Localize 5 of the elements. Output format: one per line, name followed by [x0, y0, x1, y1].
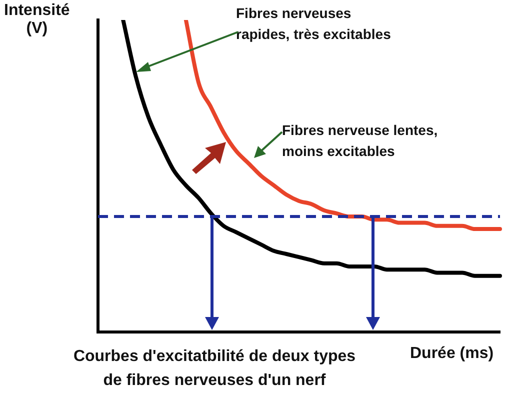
text: Courbes d'excitatbilité de deux types de fibres nerveuses d'un nerf — [72, 347, 357, 391]
y-axis-title: Intensité (V) — [4, 2, 70, 38]
x-axis-title: Durée (ms) — [410, 345, 494, 363]
annotation: Fibres nerveuses rapides, très excitables — [236, 4, 391, 44]
annotation: Fibres nerveuse lentes, moins excitables — [282, 121, 438, 161]
